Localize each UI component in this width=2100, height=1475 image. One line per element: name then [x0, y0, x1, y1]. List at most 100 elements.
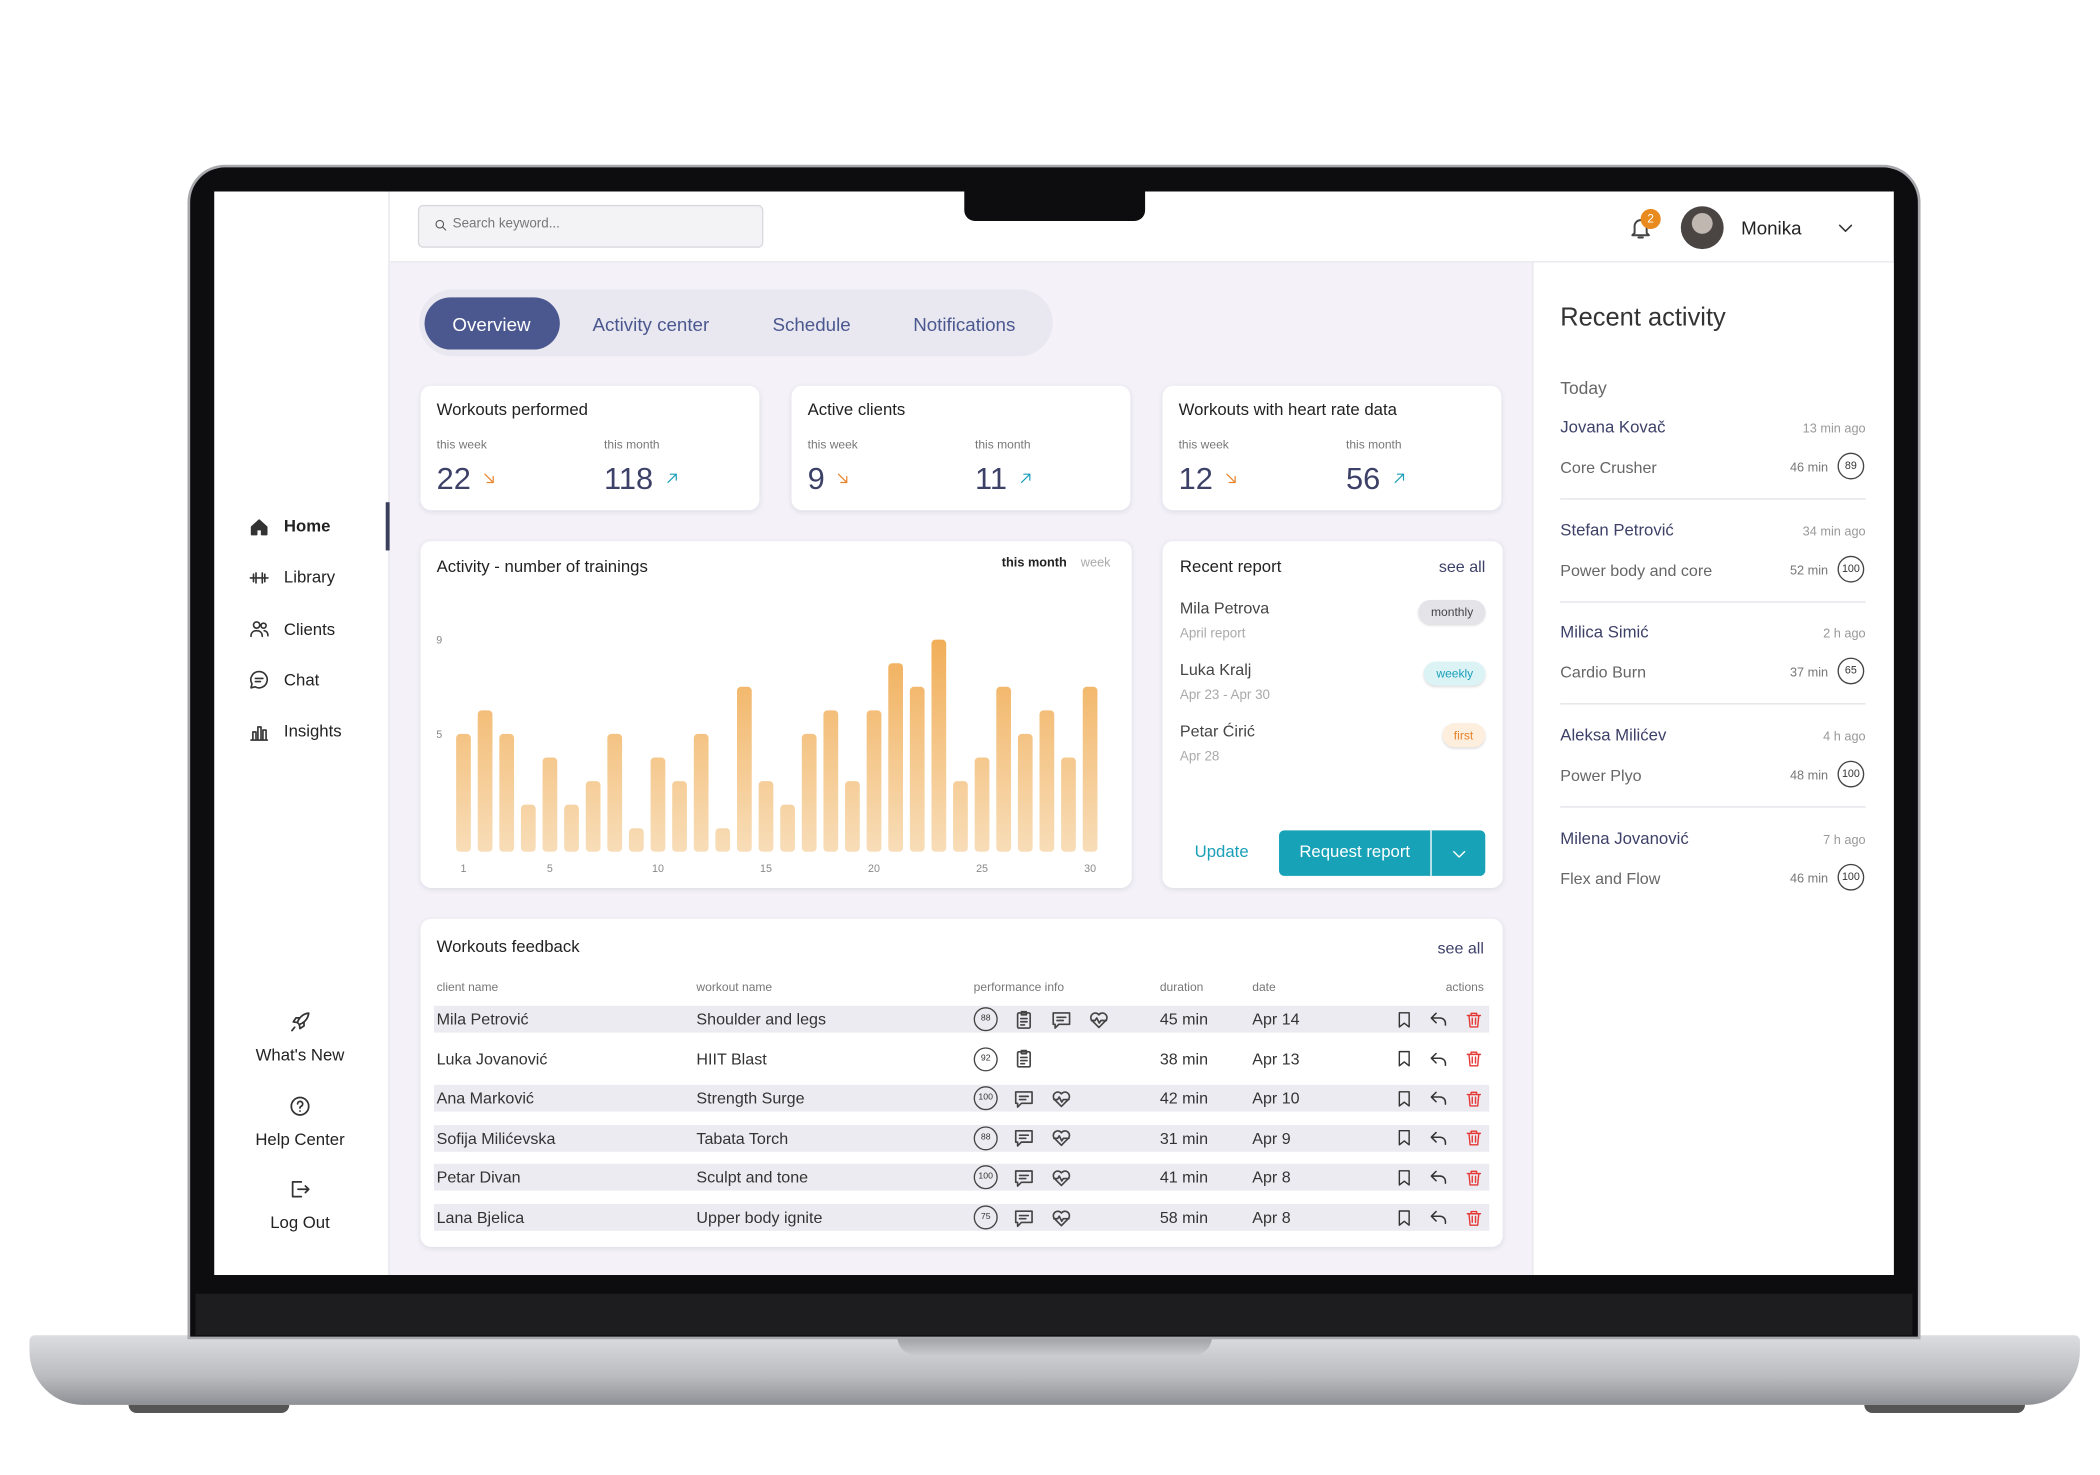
stat-title: Workouts with heart rate data	[1178, 400, 1397, 420]
perf-icon-part	[1014, 1130, 1033, 1148]
activity-duration: 52 min	[1789, 563, 1829, 579]
search-placeholder: Search keyword...	[452, 216, 560, 232]
client-name: Luka Jovanović	[436, 1049, 548, 1069]
toggle-week[interactable]: week	[1080, 555, 1111, 571]
stat-card: Workouts with heart rate data this week th…	[1162, 385, 1502, 511]
nav-bottom-icon-part	[291, 1012, 310, 1032]
stat-week-label: this week	[436, 437, 487, 452]
tab-active-pill	[424, 297, 560, 350]
duration: 58 min	[1159, 1208, 1209, 1227]
nav-item[interactable]: Home	[283, 516, 331, 536]
report-title: Recent report	[1179, 557, 1282, 576]
active-indicator	[385, 502, 390, 551]
bar	[520, 804, 536, 852]
report-see-all[interactable]: see all	[1438, 557, 1486, 576]
reply-action-part	[1430, 1171, 1447, 1185]
nav-item[interactable]: Insights	[283, 722, 342, 741]
right-panel	[1532, 262, 1894, 1276]
update-button[interactable]: Update	[1194, 842, 1249, 862]
tab[interactable]: Schedule	[772, 313, 851, 335]
perf-icon-part	[1016, 1011, 1031, 1029]
date: Apr 13	[1252, 1049, 1300, 1069]
activity-workout: Core Crusher	[1560, 458, 1657, 477]
report-period: Apr 23 - Apr 30	[1179, 688, 1271, 704]
laptop-lip	[897, 1335, 1213, 1356]
reply-action-part	[1430, 1091, 1447, 1106]
nav-bottom-icon-part	[296, 1099, 304, 1112]
client-name: Ana Marković	[436, 1089, 534, 1108]
nav-item[interactable]: Chat	[283, 670, 320, 690]
perf-icon	[1051, 1170, 1070, 1187]
bar-chart: 591 5 10 15 20 25 30	[436, 635, 1098, 875]
stat-week-value: 22	[436, 460, 471, 496]
bar	[499, 733, 515, 852]
toggle-month[interactable]: this month	[1001, 555, 1067, 571]
tab[interactable]: Overview	[452, 313, 531, 335]
activity-separator	[1560, 498, 1866, 500]
bar	[996, 686, 1012, 852]
bar	[693, 733, 709, 852]
x-tick-label: 25	[976, 863, 988, 875]
bar	[564, 804, 579, 852]
bar	[1061, 757, 1076, 852]
report-period: Apr 28	[1179, 750, 1220, 765]
nav-bottom-item[interactable]: What's New	[255, 1045, 345, 1065]
perf-icon-part	[1019, 1049, 1028, 1065]
request-button[interactable]: Request report	[1299, 842, 1411, 862]
client-name: Lana Bjelica	[436, 1208, 525, 1227]
nav-item[interactable]: Clients	[283, 619, 336, 639]
tab[interactable]: Activity center	[592, 313, 710, 335]
delete-action	[1465, 1170, 1481, 1186]
activity-duration: 46 min	[1789, 871, 1829, 887]
bar	[823, 710, 839, 852]
trend-up-arrow	[666, 472, 677, 483]
avatar[interactable]	[1680, 206, 1724, 250]
nav-item[interactable]: Library	[283, 568, 336, 588]
score-badge: 88	[973, 1007, 998, 1032]
activity-score: 89	[1837, 452, 1865, 480]
date: Apr 8	[1252, 1208, 1291, 1227]
search-box[interactable]	[417, 204, 764, 248]
stat-month-label: this month	[1345, 437, 1402, 452]
activity-time: 34 min ago	[1802, 524, 1866, 540]
activity-client: Stefan Petrović	[1560, 520, 1674, 540]
duration: 45 min	[1159, 1009, 1209, 1029]
nav-bottom-item[interactable]: Help Center	[255, 1129, 345, 1149]
nav-bottom-item[interactable]: Log Out	[270, 1213, 330, 1233]
bookmark-action-part	[1397, 1051, 1410, 1067]
bar	[888, 663, 903, 852]
perf-icon-part	[1014, 1090, 1033, 1108]
x-tick-label: 20	[868, 863, 880, 875]
activity-separator	[1560, 703, 1866, 705]
report-period: April report	[1179, 626, 1246, 642]
column-header: performance info	[973, 980, 1065, 994]
duration: 31 min	[1159, 1128, 1209, 1148]
report-tag: first	[1441, 723, 1486, 748]
search-icon-part	[442, 226, 447, 231]
row-stripe	[433, 1005, 1490, 1033]
perf-icon	[1089, 1011, 1108, 1028]
duration: 42 min	[1159, 1089, 1209, 1108]
bar	[845, 781, 860, 852]
request-button-bg[interactable]	[1279, 830, 1486, 876]
x-tick-label: 15	[760, 863, 772, 875]
stat-week-value: 12	[1178, 460, 1213, 496]
activity-duration: 48 min	[1789, 768, 1829, 784]
tab[interactable]: Notifications	[913, 313, 1016, 335]
feedback-see-all[interactable]: see all	[1437, 938, 1484, 958]
y-tick-label: 5	[436, 729, 442, 741]
bookmark-action	[1397, 1051, 1410, 1067]
perf-icon	[1014, 1170, 1033, 1187]
perf-icon-part	[1052, 1214, 1070, 1222]
column-header: date	[1252, 980, 1276, 994]
perf-icon-part	[1051, 1130, 1070, 1147]
report-client: Luka Kralj	[1179, 660, 1252, 680]
activity-title: Recent activity	[1560, 304, 1726, 333]
score-badge: 100	[973, 1086, 998, 1111]
perf-icon-part	[1019, 1010, 1028, 1026]
reply-action-part	[1430, 1131, 1447, 1145]
request-dropdown	[1452, 850, 1465, 858]
perf-icon-part	[1018, 1134, 1029, 1140]
workout-name: Upper body ignite	[696, 1208, 823, 1227]
activity-workout: Power Plyo	[1560, 766, 1642, 785]
